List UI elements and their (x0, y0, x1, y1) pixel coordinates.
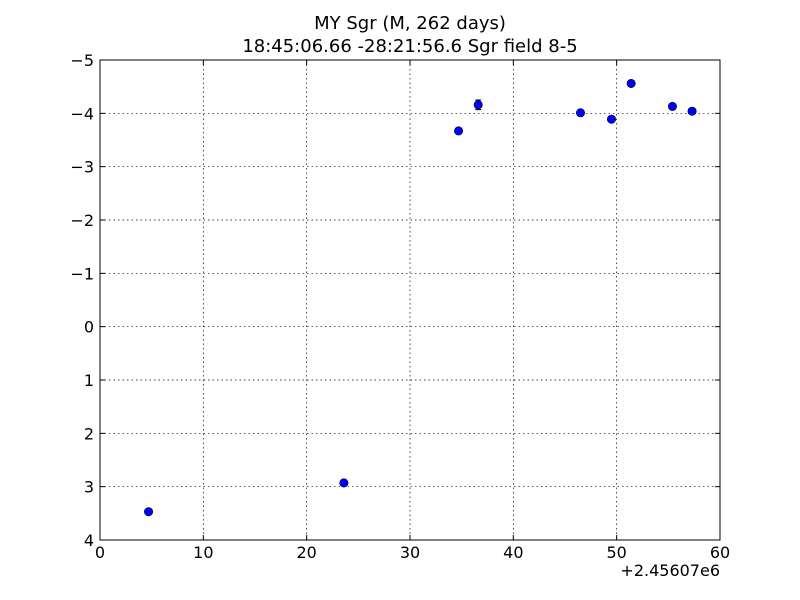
x-tick-label: 40 (503, 543, 523, 562)
y-tick-label: 2 (84, 424, 94, 443)
x-tick-label: 60 (710, 543, 730, 562)
y-tick-label: −2 (70, 211, 94, 230)
data-point (575, 108, 585, 118)
data-point (454, 126, 464, 136)
grid-lines (100, 60, 720, 540)
data-point (626, 78, 636, 88)
x-tick-label: 20 (296, 543, 316, 562)
y-tick-label: 3 (84, 478, 94, 497)
data-point (473, 100, 483, 110)
y-tick-label: −1 (70, 264, 94, 283)
x-tick-label: 30 (400, 543, 420, 562)
y-tick-label: −5 (70, 51, 94, 70)
chart-title-line1: MY Sgr (M, 262 days) (314, 13, 506, 34)
x-tick-label: 0 (95, 543, 105, 562)
x-offset-label: +2.45607e6 (620, 561, 720, 580)
x-tick-labels: 0 10 20 30 40 50 60 (95, 543, 730, 562)
error-bars (145, 80, 696, 514)
y-tick-label: −3 (70, 158, 94, 177)
x-tick-label: 50 (606, 543, 626, 562)
y-tick-label: 1 (84, 371, 94, 390)
data-point (144, 507, 154, 517)
y-tick-labels: −5 −4 −3 −2 −1 0 1 2 3 4 (70, 51, 94, 550)
data-point (339, 478, 349, 488)
data-point (667, 101, 677, 111)
chart-title-line2: 18:45:06.66 -28:21:56.6 Sgr field 8-5 (242, 36, 577, 57)
data-points (144, 78, 697, 517)
y-tick-label: 0 (84, 318, 94, 337)
data-point (606, 114, 616, 124)
data-point (687, 106, 697, 116)
y-tick-label: −4 (70, 104, 94, 123)
y-tick-label: 4 (84, 531, 94, 550)
x-tick-label: 10 (193, 543, 213, 562)
plot-area-frame (99, 59, 721, 541)
